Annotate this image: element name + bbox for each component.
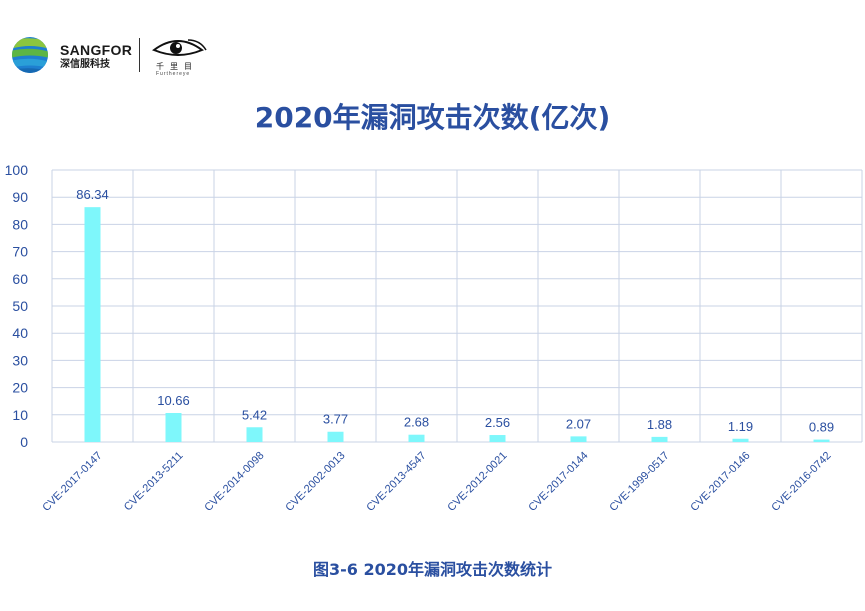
bar-chart: 86.34 10.66 5.42 3.77 2.68 2.56 2.07 1.88 1.19 0.… [5,162,863,514]
x-tick-label: CVE-1999-0517 [607,450,671,514]
y-tick-label: 30 [12,352,28,368]
bar-cve-1999-0517 [651,436,668,442]
brand-subtitle: 深信服科技 [60,59,110,70]
y-tick-label: 0 [20,434,28,450]
partner-caption: 千里目 [156,62,198,71]
x-tick-label: CVE-2017-0147 [40,450,104,514]
bar-cve-2012-0021 [489,435,506,442]
value-label: 1.88 [647,417,672,432]
bar-cve-2016-0742 [813,439,830,442]
value-label: 2.07 [566,416,591,431]
figure-caption: 图3-6 2020年漏洞攻击次数统计 [312,560,552,579]
labels-layer: 86.34 10.66 5.42 3.77 2.68 2.56 2.07 1.88 1.19 0.… [76,187,834,434]
partner-subtitle: Furthereye [156,71,191,77]
y-tick-label: 90 [12,189,28,205]
x-tick-label: CVE-2017-0144 [526,450,590,514]
y-tick-label: 20 [12,380,28,396]
value-label: 10.66 [157,393,190,408]
bar-cve-2017-0146 [732,438,749,442]
x-tick-label: CVE-2012-0021 [445,450,509,514]
value-label: 2.68 [404,415,429,430]
bar-cve-2014-0098 [246,427,263,442]
value-label: 0.89 [809,420,834,435]
y-tick-label: 10 [12,407,28,423]
bar-cve-2013-5211 [165,413,182,442]
bar-cve-2017-0144 [570,436,587,442]
bar-cve-2002-0013 [327,431,344,442]
x-tick-label: CVE-2014-0098 [202,450,266,514]
x-tick-label: CVE-2013-4547 [364,450,428,514]
y-tick-label: 100 [5,162,29,178]
bar-cve-2013-4547 [408,434,425,442]
logo-divider [139,38,140,72]
x-tick-label: CVE-2017-0146 [688,450,752,514]
brand-name: SANGFOR [60,42,133,58]
x-tick-label: CVE-2002-0013 [283,450,347,514]
value-label: 2.56 [485,415,510,430]
ticks-layer: 0 10 20 30 40 50 60 70 80 90 100 CVE-2017-0147 CVE-2… [5,162,834,514]
sangfor-logo-icon [12,37,48,73]
x-tick-label: CVE-2013-5211 [122,450,186,514]
header: SANGFOR 深信服科技 千里目 Furthereye [8,30,228,80]
value-label: 1.19 [728,419,753,434]
bar-cve-2017-0147 [84,207,101,442]
y-tick-label: 50 [12,298,28,314]
bars-layer [84,207,830,442]
y-tick-label: 60 [12,271,28,287]
y-tick-label: 80 [12,216,28,232]
x-tick-label: CVE-2016-0742 [769,450,833,514]
value-label: 3.77 [323,412,348,427]
value-label: 5.42 [242,407,267,422]
chart-title: 2020年漏洞攻击次数(亿次) [254,101,611,134]
brand-text: SANGFOR 深信服科技 [60,42,132,71]
y-tick-label: 70 [12,244,28,260]
y-tick-label: 40 [12,325,28,341]
grid-layer [51,169,863,443]
value-label: 86.34 [76,187,109,202]
eye-logo-icon [151,39,207,56]
